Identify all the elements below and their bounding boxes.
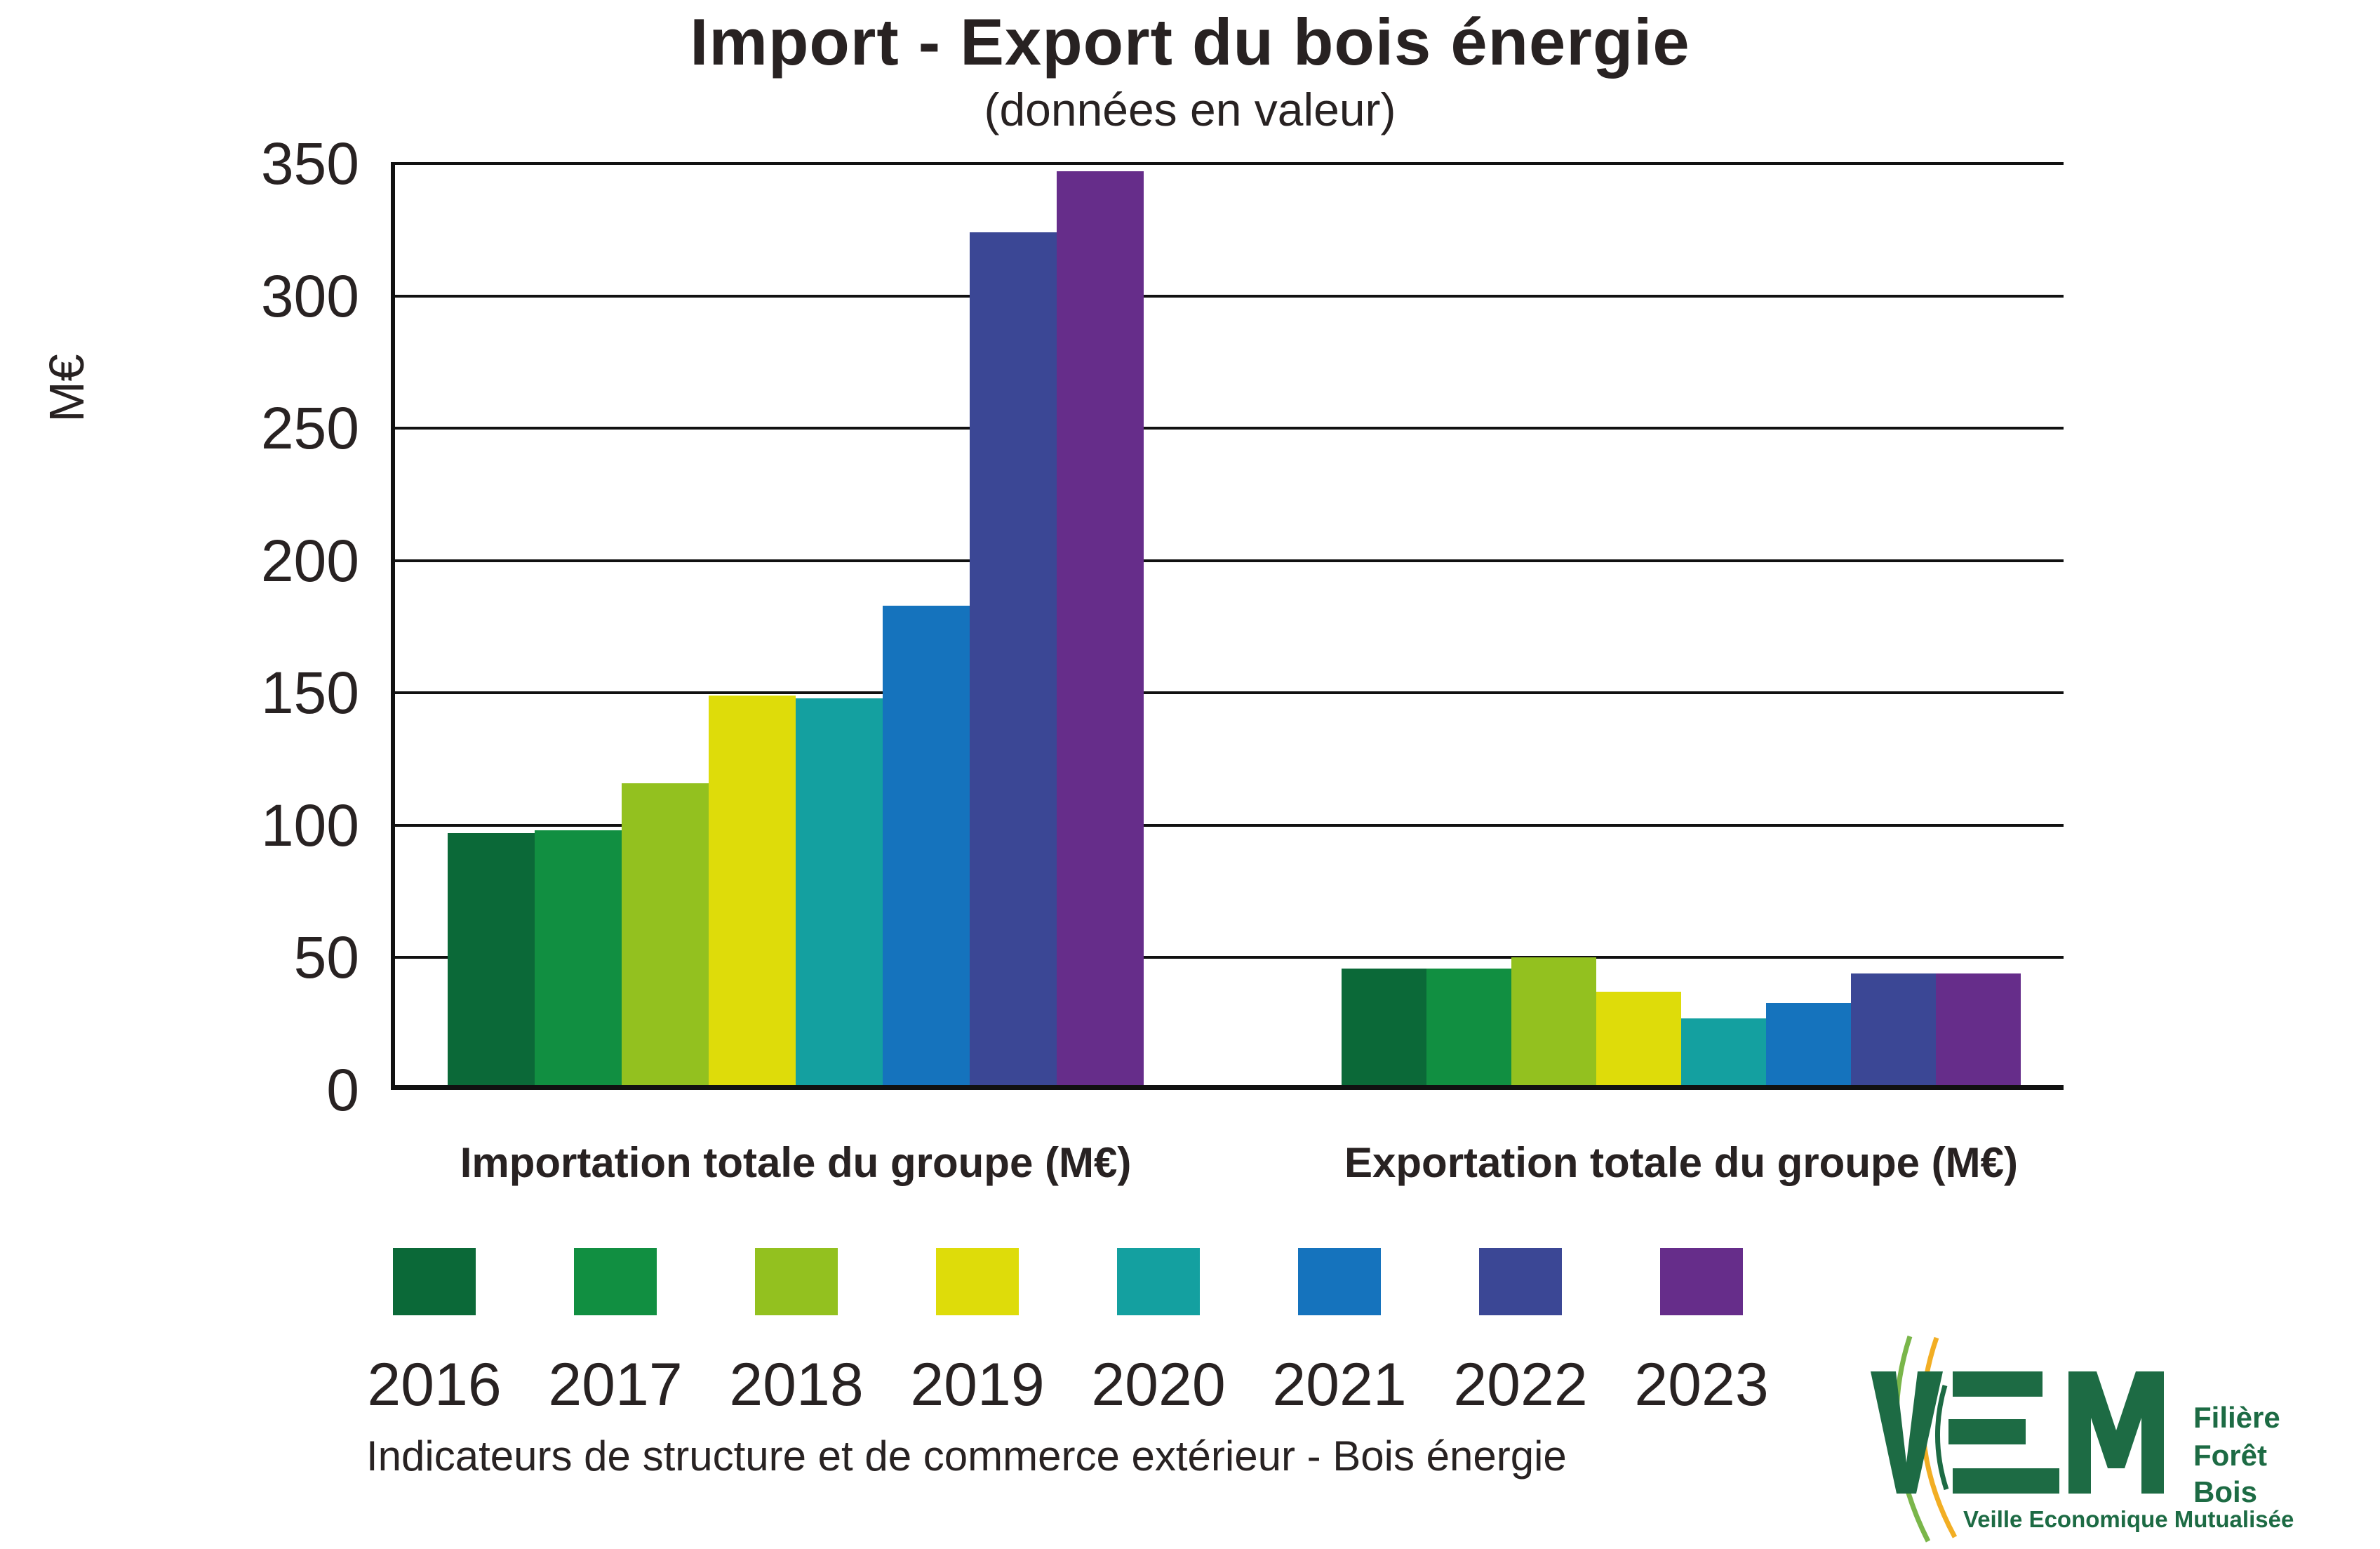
logo-letter-e-bar-mid	[1948, 1419, 2026, 1444]
bar-export-2020	[1681, 1018, 1766, 1085]
logo-arc-darkgreen	[1934, 1385, 1949, 1491]
logo-line-bois: Bois	[2193, 1475, 2257, 1508]
bar-import-2017	[535, 830, 622, 1085]
bar-export-2023	[1936, 973, 2021, 1085]
legend-year-2021: 2021	[1272, 1351, 1407, 1418]
bar-import-2020	[796, 698, 883, 1085]
gridline-100	[391, 823, 2064, 827]
legend-swatch-2022	[1479, 1248, 1562, 1315]
bar-import-2022	[970, 232, 1057, 1085]
legend-year-2017: 2017	[548, 1351, 683, 1418]
legend-item-2022: 2022	[1430, 1248, 1611, 1420]
gridline-350	[391, 162, 2064, 165]
logo-tagline: Veille Economique Mutualisée	[1963, 1506, 2294, 1532]
bar-import-2018	[622, 783, 709, 1085]
logo-letter-v	[1871, 1371, 1943, 1494]
y-tick-300: 300	[260, 262, 359, 329]
bar-import-2021	[883, 605, 970, 1085]
y-axis-tick-labels: 0 50 100 150 200 250 300 350	[0, 133, 359, 1120]
legend-swatch-2021	[1298, 1248, 1381, 1315]
gridline-50	[391, 956, 2064, 959]
x-axis-line	[391, 1085, 2064, 1090]
legend-item-2018: 2018	[706, 1248, 887, 1420]
y-tick-0: 0	[326, 1057, 359, 1123]
vem-logo-graphic: Filière Forêt Bois Veille Economique Mut…	[1871, 1335, 2294, 1543]
y-tick-250: 250	[260, 395, 359, 462]
legend-year-2022: 2022	[1453, 1351, 1588, 1418]
footnote: Indicateurs de structure et de commerce …	[366, 1432, 1567, 1480]
x-category-label-import: Importation totale du groupe (M€)	[460, 1139, 1132, 1186]
plot-area	[391, 162, 2064, 1090]
bar-export-2019	[1596, 992, 1681, 1085]
legend-swatch-2018	[755, 1248, 838, 1315]
gridline-150	[391, 691, 2064, 695]
export-bar-group	[1342, 164, 2021, 1090]
bar-import-2016	[448, 833, 535, 1085]
legend-item-2021: 2021	[1249, 1248, 1430, 1420]
y-tick-350: 350	[260, 131, 359, 197]
legend-swatch-2019	[936, 1248, 1019, 1315]
logo-line-filiere: Filière	[2193, 1401, 2280, 1434]
logo-letter-e-bar-bottom	[1953, 1468, 2059, 1494]
logo-letter-e-bar-top	[1953, 1371, 2043, 1397]
y-tick-100: 100	[260, 792, 359, 858]
bar-import-2019	[709, 696, 796, 1085]
gridline-250	[391, 427, 2064, 430]
logo-line-foret: Forêt	[2193, 1439, 2267, 1472]
gridline-300	[391, 294, 2064, 298]
y-axis-line	[391, 164, 395, 1090]
legend-item-2019: 2019	[887, 1248, 1068, 1420]
bar-export-2021	[1766, 1002, 1851, 1085]
legend-swatch-2017	[574, 1248, 657, 1315]
gridline-200	[391, 559, 2064, 562]
legend-swatch-2023	[1660, 1248, 1743, 1315]
logo-letter-m	[2068, 1371, 2164, 1494]
y-tick-200: 200	[260, 527, 359, 594]
chart-title: Import - Export du bois énergie	[690, 5, 1690, 79]
legend: 2016 2017 2018 2019 2020 2021 2022 2023	[344, 1248, 1792, 1420]
bar-export-2022	[1851, 973, 1936, 1085]
y-tick-50: 50	[293, 924, 359, 991]
legend-year-2018: 2018	[729, 1351, 864, 1418]
legend-item-2023: 2023	[1611, 1248, 1792, 1420]
x-category-label-export: Exportation totale du groupe (M€)	[1344, 1139, 2018, 1186]
bar-import-2023	[1057, 171, 1144, 1085]
legend-year-2023: 2023	[1634, 1351, 1769, 1418]
vem-logo: Filière Forêt Bois Veille Economique Mut…	[1859, 1289, 2380, 1549]
chart-subtitle: (données en valeur)	[984, 84, 1396, 135]
legend-swatch-2020	[1117, 1248, 1200, 1315]
bar-export-2017	[1426, 968, 1511, 1085]
import-bar-group	[448, 164, 1144, 1090]
legend-swatch-2016	[393, 1248, 476, 1315]
y-tick-150: 150	[260, 660, 359, 726]
bar-export-2018	[1511, 957, 1596, 1085]
legend-item-2016: 2016	[344, 1248, 525, 1420]
legend-year-2019: 2019	[910, 1351, 1045, 1418]
legend-year-2016: 2016	[367, 1351, 502, 1418]
bar-export-2016	[1342, 968, 1426, 1085]
legend-year-2020: 2020	[1091, 1351, 1226, 1418]
legend-item-2020: 2020	[1068, 1248, 1249, 1420]
legend-item-2017: 2017	[525, 1248, 706, 1420]
